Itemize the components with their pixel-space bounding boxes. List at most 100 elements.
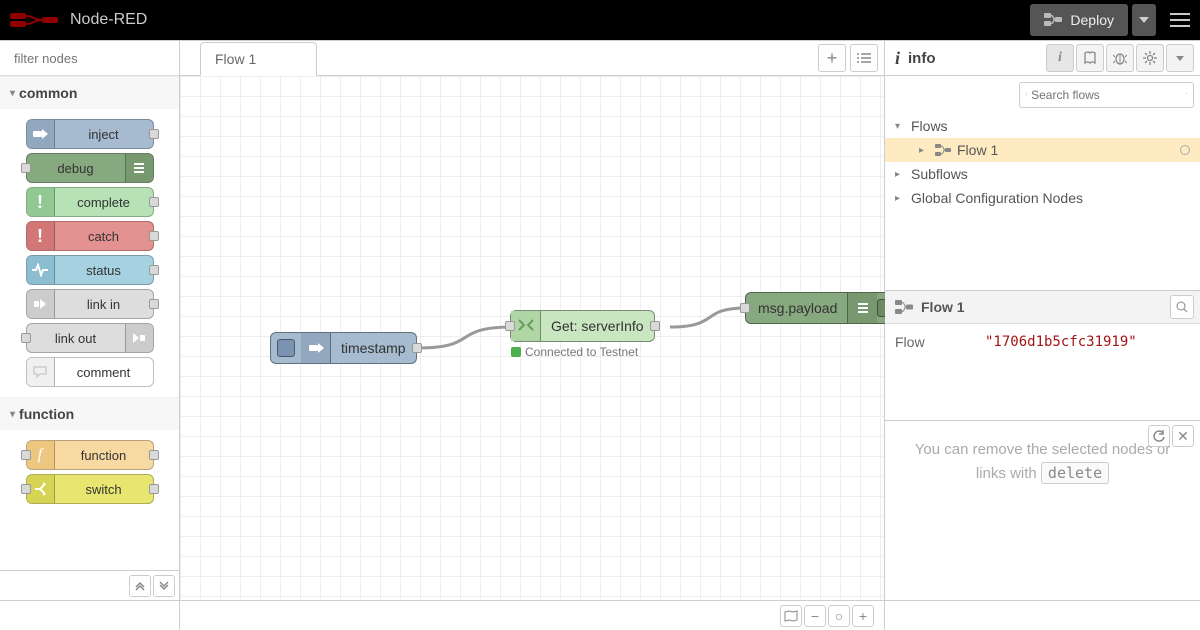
help-text: You can remove the selected nodes or (915, 441, 1170, 458)
gear-icon (1143, 51, 1157, 65)
node-port-in (21, 484, 31, 494)
tree-subflows[interactable]: ▸Subflows (885, 162, 1200, 186)
node-label: timestamp (331, 340, 416, 356)
bars-r-icon (125, 154, 153, 182)
tab-flow-1[interactable]: Flow 1 (200, 42, 317, 76)
palette-node-catch[interactable]: !catch (26, 221, 154, 251)
palette-node-link-in[interactable]: link in (26, 289, 154, 319)
palette-collapse-down-button[interactable] (153, 575, 175, 597)
deploy-label: Deploy (1070, 12, 1114, 28)
palette-node-label: comment (55, 365, 153, 380)
palette-node-label: switch (55, 482, 153, 497)
debug-icon (847, 293, 877, 323)
info-prop-key: Flow (895, 334, 985, 350)
tree-flows[interactable]: ▾Flows (885, 114, 1200, 138)
palette-node-label: complete (55, 195, 153, 210)
sidebar-more-button[interactable] (1166, 44, 1194, 72)
subflow-icon (895, 300, 913, 314)
node-port-out (149, 231, 159, 241)
sidebar-tabs: i info i (885, 41, 1200, 76)
help-tip-box: ✕ You can remove the selected nodes or l… (885, 420, 1200, 490)
sidebar-tab-info[interactable]: i info (895, 41, 1044, 75)
tree-label: Subflows (911, 166, 968, 182)
palette-node-status[interactable]: status (26, 255, 154, 285)
palette-node-complete[interactable]: !complete (26, 187, 154, 217)
menu-button[interactable] (1160, 0, 1200, 40)
tree-label: Flow 1 (957, 142, 998, 158)
info-section: Flow 1 Flow "1706d1b5cfc31919" (885, 290, 1200, 420)
sidebar-search-box (1019, 82, 1194, 108)
sidebar-help-button[interactable] (1076, 44, 1104, 72)
palette-search-input[interactable] (14, 51, 190, 66)
tree-status-circle (1180, 145, 1190, 155)
footer-bar: − ○ + (0, 600, 1200, 630)
node-label: msg.payload (746, 300, 847, 316)
inject-trigger-button[interactable] (277, 339, 295, 357)
palette-node-inject[interactable]: inject (26, 119, 154, 149)
close-tip-button[interactable]: ✕ (1172, 425, 1194, 447)
node-serverinfo[interactable]: Get: serverInfo Connected to Testnet (510, 310, 655, 342)
book-icon (1083, 51, 1097, 65)
node-port-out[interactable] (412, 343, 422, 353)
navigator-button[interactable] (780, 605, 802, 627)
tree-label: Global Configuration Nodes (911, 190, 1083, 206)
flow-canvas[interactable]: timestamp Get: serverInfo Connected to T… (180, 76, 884, 600)
palette-node-function[interactable]: ffunction (26, 440, 154, 470)
palette-node-comment[interactable]: comment (26, 357, 154, 387)
node-port-out[interactable] (650, 321, 660, 331)
node-port-in[interactable] (505, 321, 515, 331)
node-timestamp[interactable]: timestamp (270, 332, 417, 364)
help-text: links with (976, 465, 1041, 482)
refresh-icon (1153, 430, 1165, 442)
palette-category-common[interactable]: ▾common (0, 76, 179, 109)
palette-node-switch[interactable]: switch (26, 474, 154, 504)
link-in-icon (27, 290, 55, 318)
palette-search (0, 41, 179, 76)
tree-flow-1[interactable]: ▸ Flow 1 (885, 138, 1200, 162)
palette-node-label: link in (55, 297, 153, 312)
zoom-out-button[interactable]: − (804, 605, 826, 627)
palette-node-label: inject (55, 127, 153, 142)
caret-down-icon (1176, 56, 1184, 61)
palette-node-label: status (55, 263, 153, 278)
info-search-button[interactable] (1170, 295, 1194, 319)
palette-node-debug[interactable]: debug (26, 153, 154, 183)
palette-category-function[interactable]: ▾function (0, 397, 179, 430)
palette-node-link-out[interactable]: link out (26, 323, 154, 353)
refresh-tip-button[interactable] (1148, 425, 1170, 447)
add-tab-button[interactable]: + (818, 44, 846, 72)
bang-icon: ! (27, 188, 55, 216)
palette-footer (0, 570, 179, 600)
app-header: Node-RED Deploy (0, 0, 1200, 40)
deploy-button[interactable]: Deploy (1030, 4, 1128, 36)
palette-collapse-up-button[interactable] (129, 575, 151, 597)
zoom-in-button[interactable]: + (852, 605, 874, 627)
sidebar-debug-button[interactable] (1106, 44, 1134, 72)
deploy-options-button[interactable] (1132, 4, 1156, 36)
node-port-out (149, 299, 159, 309)
sidebar-tab-label: info (908, 50, 936, 67)
sidebar-search-row (885, 76, 1200, 114)
node-port-in (21, 163, 31, 173)
sidebar-info-button[interactable]: i (1046, 44, 1074, 72)
tab-label: Flow 1 (215, 51, 256, 67)
subflow-icon (935, 144, 951, 156)
sidebar-config-button[interactable] (1136, 44, 1164, 72)
list-icon (857, 52, 871, 64)
zoom-reset-button[interactable]: ○ (828, 605, 850, 627)
fx-icon: f (27, 441, 55, 469)
list-tabs-button[interactable] (850, 44, 878, 72)
tree-global-config[interactable]: ▸Global Configuration Nodes (885, 186, 1200, 210)
node-debug[interactable]: msg.payload (745, 292, 902, 324)
map-icon (784, 610, 798, 622)
link-out-icon (125, 324, 153, 352)
node-port-in (21, 450, 31, 460)
palette-panel: ▾commoninjectdebug!complete!catchstatusl… (0, 41, 180, 600)
sidebar-search-input[interactable] (1031, 88, 1186, 102)
node-port-in[interactable] (740, 303, 750, 313)
pulse-icon (27, 256, 55, 284)
palette-node-label: function (55, 448, 153, 463)
node-status-text: Connected to Testnet (525, 345, 638, 359)
tab-bar: Flow 1 + (180, 41, 884, 76)
search-icon (1026, 90, 1027, 100)
